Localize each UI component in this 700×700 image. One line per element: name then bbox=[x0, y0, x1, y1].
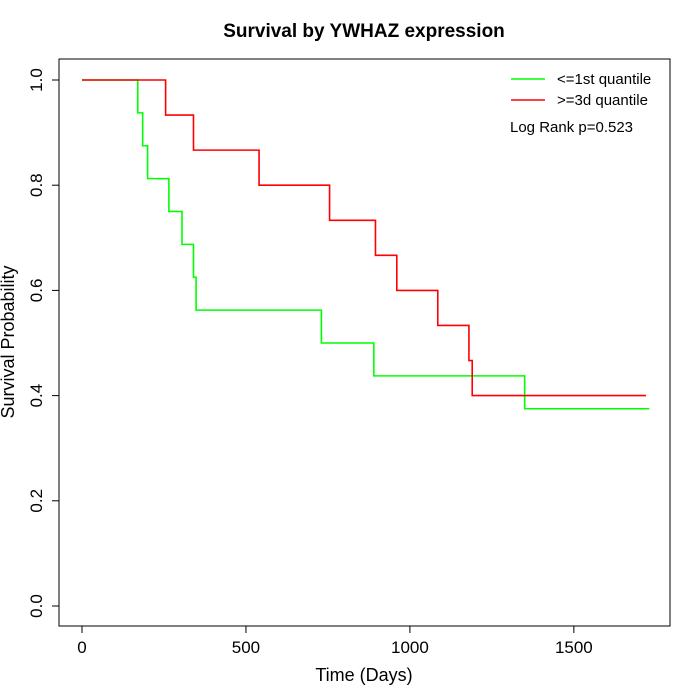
y-axis-label: Survival Probability bbox=[0, 265, 18, 418]
y-tick-label: 0.8 bbox=[27, 173, 46, 197]
x-axis-label: Time (Days) bbox=[315, 665, 412, 685]
x-tick-label: 500 bbox=[232, 638, 260, 657]
y-tick-label: 0.0 bbox=[27, 594, 46, 618]
legend: <=1st quantile >=3d quantile bbox=[511, 71, 651, 109]
y-tick-label: 1.0 bbox=[27, 68, 46, 92]
y-tick-label: 0.4 bbox=[27, 384, 46, 408]
x-tick-label: 1000 bbox=[391, 638, 429, 657]
x-axis: 0 500 1000 1500 bbox=[77, 625, 593, 657]
x-tick-label: 0 bbox=[77, 638, 86, 657]
series-layer bbox=[82, 79, 650, 410]
series-line-low bbox=[82, 79, 650, 410]
legend-label-high: >=3d quantile bbox=[557, 92, 648, 109]
chart-title: Survival by YWHAZ expression bbox=[223, 21, 505, 42]
y-tick-label: 0.2 bbox=[27, 489, 46, 513]
x-tick-label: 1500 bbox=[555, 638, 593, 657]
series-line-high bbox=[82, 79, 646, 397]
y-tick-label: 0.6 bbox=[27, 279, 46, 303]
log-rank-annotation: Log Rank p=0.523 bbox=[510, 119, 633, 136]
legend-label-low: <=1st quantile bbox=[557, 71, 651, 88]
y-axis: 0.0 0.2 0.4 0.6 0.8 1.0 bbox=[27, 68, 60, 618]
